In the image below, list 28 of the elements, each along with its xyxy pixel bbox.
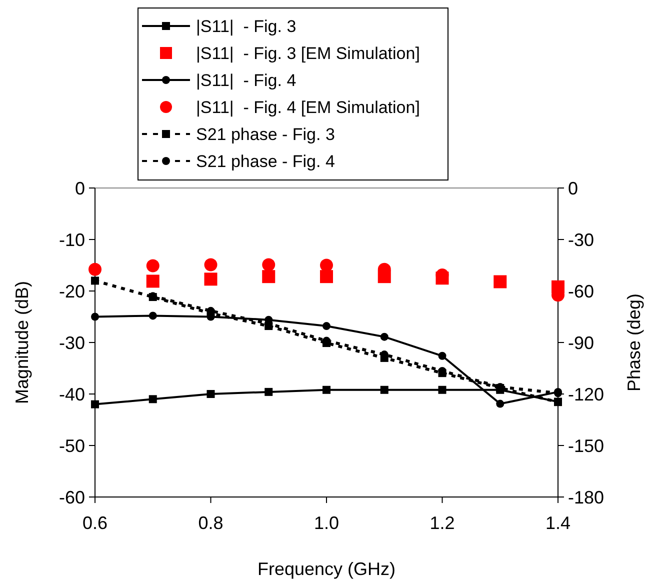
legend-label: S21 phase - Fig. 4 (196, 152, 335, 171)
legend-label: |S11| - Fig. 3 [EM Simulation] (196, 44, 420, 63)
y2-tick-label: 0 (568, 178, 578, 198)
y-tick-label: -30 (58, 332, 85, 353)
x-tick-label: 0.8 (198, 513, 224, 533)
y2-axis-title: Phase (deg) (624, 293, 644, 392)
y-tick-label: -20 (58, 281, 85, 302)
y2-tick-label: -60 (568, 281, 594, 302)
x-tick-label: 1.4 (545, 513, 571, 533)
y-tick-label: -40 (58, 384, 85, 404)
y2-tick-label: -150 (568, 436, 604, 456)
x-tick-label: 1.2 (430, 513, 455, 533)
y2-tick-label: -30 (568, 230, 594, 250)
y-tick-label: -50 (58, 436, 85, 456)
y-tick-label: -60 (58, 487, 85, 508)
y-axis-title: Magnitude (dB) (12, 280, 32, 404)
x-axis-title: Frequency (GHz) (257, 559, 396, 579)
legend-label: S21 phase - Fig. 3 (196, 124, 335, 144)
legend-label: |S11| - Fig. 4 (196, 70, 296, 90)
y2-tick-label: -180 (568, 487, 604, 508)
x-tick-label: 1.0 (314, 513, 340, 533)
legend-label: |S11| - Fig. 3 (196, 16, 296, 36)
y-tick-label: -10 (58, 230, 85, 250)
y-tick-label: 0 (74, 178, 85, 198)
y2-tick-label: -90 (568, 332, 594, 353)
x-tick-label: 0.6 (82, 513, 108, 533)
y2-tick-label: -120 (568, 384, 604, 404)
legend-label: |S11| - Fig. 4 [EM Simulation] (196, 98, 420, 117)
